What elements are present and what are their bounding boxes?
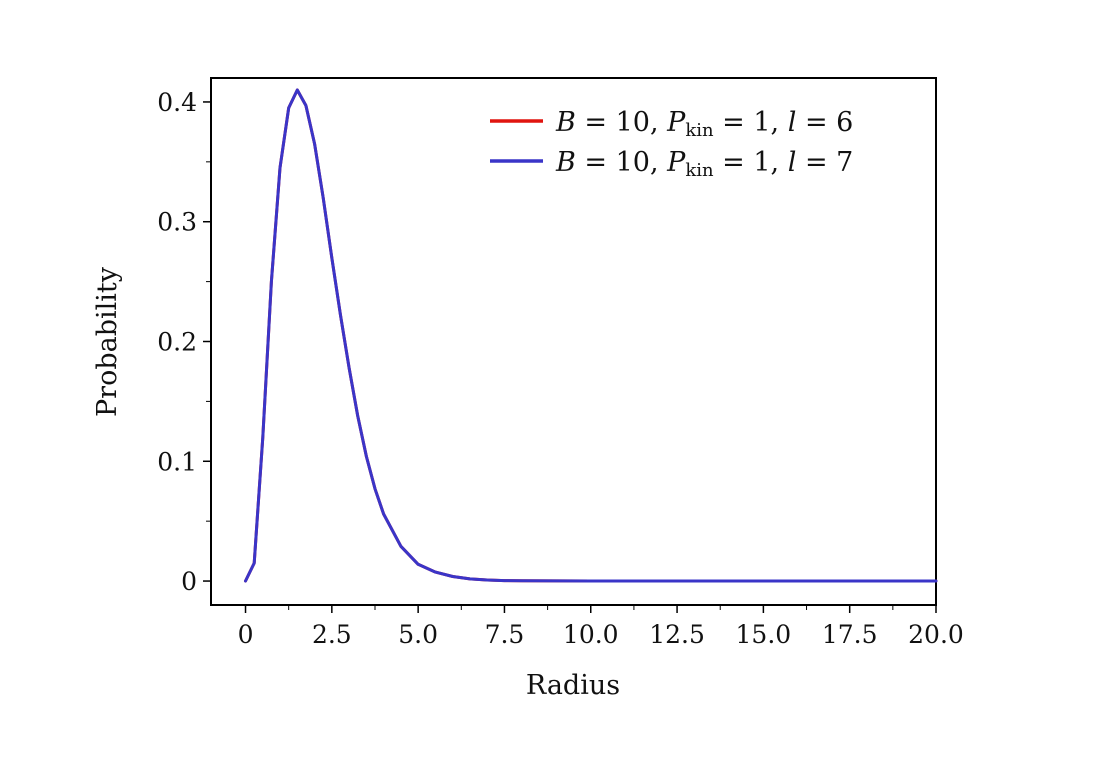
x-tick-label: 12.5 (649, 620, 705, 649)
x-tick-label: 15.0 (736, 620, 792, 649)
y-tick-label: 0.4 (157, 88, 197, 117)
legend: B = 10, Pkin = 1, l = 6 B = 10, Pkin = 1… (490, 107, 853, 181)
y-tick-label: 0.3 (157, 208, 197, 237)
x-tick-label: 20.0 (908, 620, 964, 649)
x-tick-label: 7.5 (485, 620, 525, 649)
x-tick-label: 10.0 (563, 620, 619, 649)
plot-series (244, 88, 938, 583)
y-axis-title: Probability (92, 266, 123, 417)
y-tick-label: 0.1 (157, 447, 197, 476)
legend-label-series-2: B = 10, Pkin = 1, l = 7 (555, 147, 853, 181)
x-axis: 0 2.5 5.0 7.5 10.0 12.5 15.0 17.5 20.0 (238, 605, 964, 649)
y-tick-label: 0 (181, 567, 197, 596)
y-axis: 0 0.1 0.2 0.3 0.4 (157, 88, 211, 596)
x-tick-label: 2.5 (312, 620, 352, 649)
series-line-2 (244, 88, 938, 583)
legend-label-series-1: B = 10, Pkin = 1, l = 6 (555, 107, 853, 141)
x-tick-label: 5.0 (398, 620, 438, 649)
x-tick-label: 0 (238, 620, 254, 649)
x-tick-label: 17.5 (822, 620, 878, 649)
y-tick-label: 0.2 (157, 328, 197, 357)
x-axis-title: Radius (526, 670, 620, 701)
